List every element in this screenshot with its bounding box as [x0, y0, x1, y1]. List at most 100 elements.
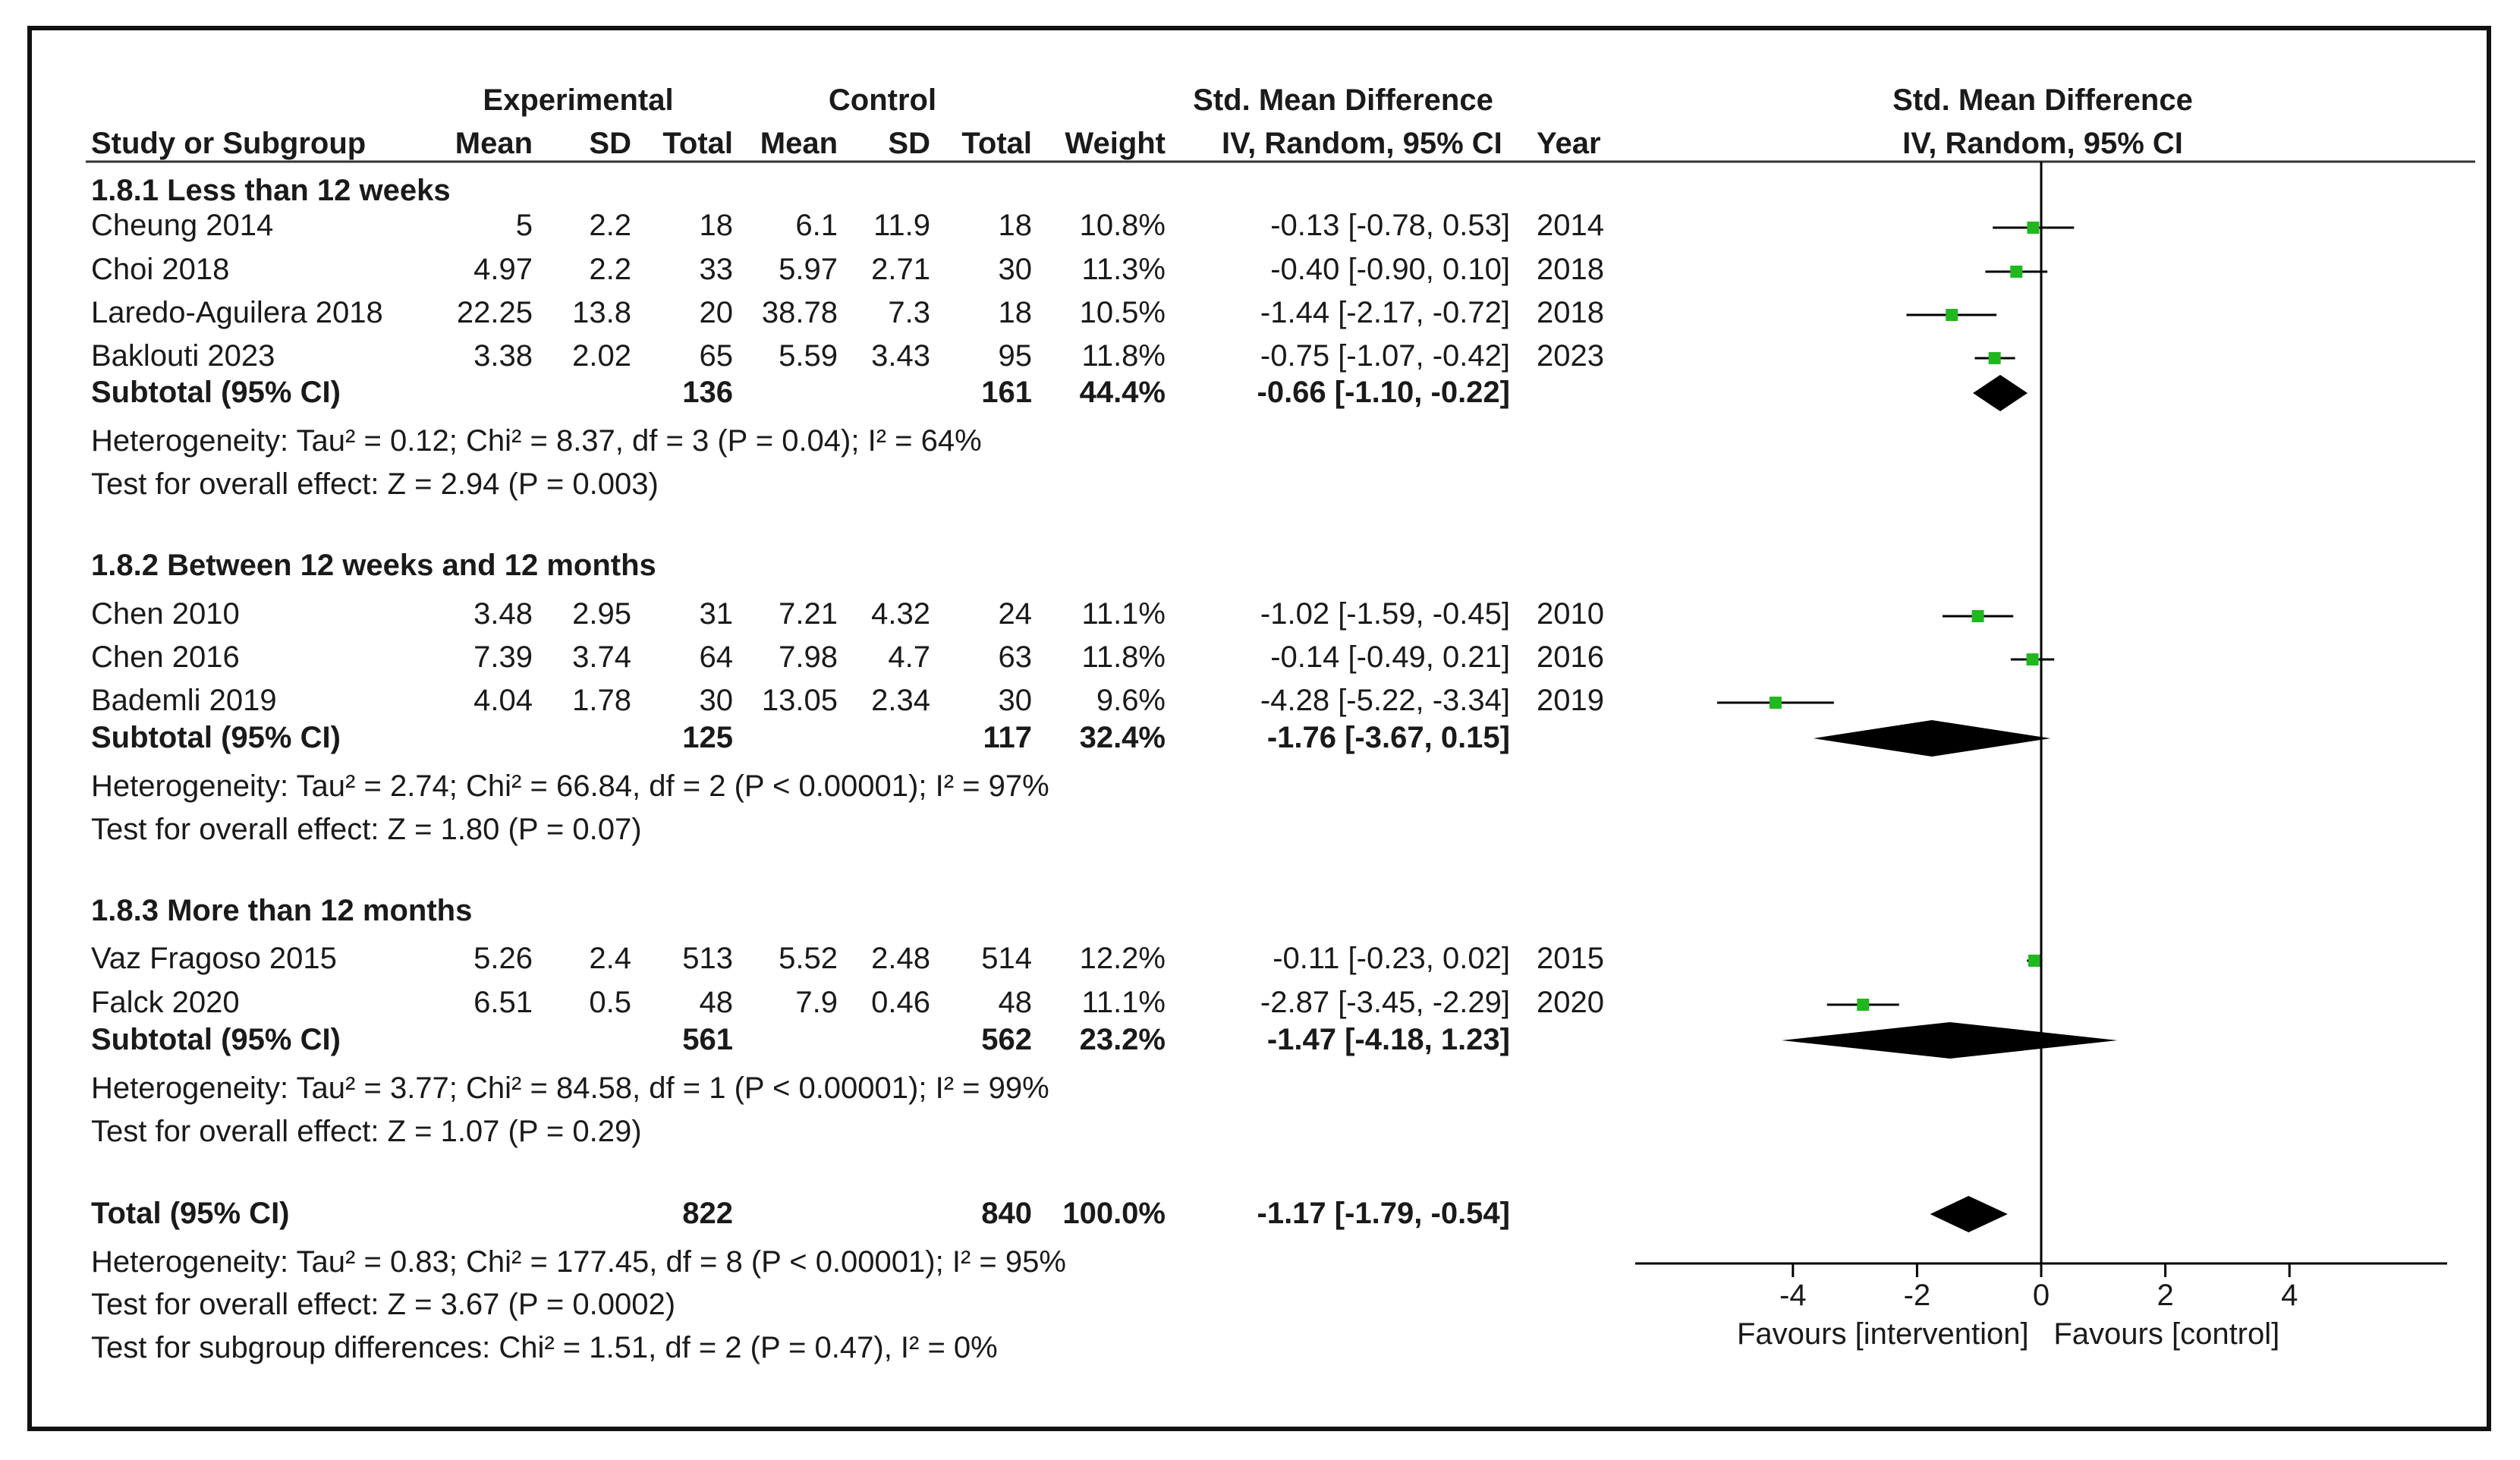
study-c-mean: 7.98	[779, 640, 838, 674]
study-c-sd: 7.3	[888, 296, 930, 329]
heterogeneity-text: Heterogeneity: Tau² = 2.74; Chi² = 66.84…	[91, 769, 1049, 803]
subtotal-ci: -0.66 [-1.10, -0.22]	[1257, 376, 1511, 409]
study-e-mean: 4.04	[473, 684, 533, 717]
study-e-mean: 3.38	[473, 339, 533, 373]
study-c-sd: 2.71	[871, 253, 930, 286]
header-experimental: Experimental	[483, 83, 673, 117]
total-label: Total (95% CI)	[91, 1197, 290, 1230]
study-year: 2018	[1537, 253, 1604, 286]
header-method-table: IV, Random, 95% CI	[1222, 127, 1502, 160]
subgroup-title: 1.8.2 Between 12 weeks and 12 months	[91, 549, 656, 582]
study-e-sd: 0.5	[589, 986, 631, 1019]
study-weight: 12.2%	[1080, 942, 1166, 975]
study-c-total: 48	[999, 986, 1033, 1019]
study-e-total: 31	[700, 597, 734, 631]
study-e-mean: 7.39	[473, 640, 533, 674]
study-weight: 11.3%	[1082, 253, 1166, 286]
study-weight: 11.1%	[1082, 986, 1166, 1019]
study-name: Vaz Fragoso 2015	[91, 942, 337, 975]
subtotal-weight: 23.2%	[1080, 1023, 1166, 1056]
study-year: 2014	[1537, 209, 1604, 242]
study-e-mean: 4.97	[473, 253, 533, 286]
header-method-plot: IV, Random, 95% CI	[1902, 127, 2183, 160]
study-c-total: 514	[981, 942, 1032, 975]
study-e-total: 48	[700, 986, 734, 1019]
study-e-mean: 22.25	[457, 296, 533, 329]
subtotal-weight: 44.4%	[1080, 376, 1166, 409]
total-overall-effect-text: Test for overall effect: Z = 3.67 (P = 0…	[91, 1288, 675, 1321]
study-e-sd: 2.2	[589, 209, 631, 242]
overall-effect-text: Test for overall effect: Z = 2.94 (P = 0…	[91, 467, 659, 501]
study-c-total: 63	[999, 640, 1033, 674]
x-tick-label: -2	[1904, 1279, 1931, 1312]
subtotal-weight: 32.4%	[1080, 721, 1166, 754]
subgroup-title: 1.8.3 More than 12 months	[91, 894, 472, 927]
header-control: Control	[829, 83, 936, 117]
study-e-mean: 5	[516, 209, 533, 242]
study-e-total: 20	[700, 296, 734, 329]
study-e-mean: 6.51	[473, 986, 533, 1019]
study-e-sd: 2.4	[589, 942, 631, 975]
subtotal-diamond	[1973, 375, 2028, 411]
study-name: Chen 2010	[91, 597, 240, 631]
header-e-mean: Mean	[455, 127, 533, 160]
study-c-sd: 3.43	[871, 339, 930, 373]
header-smd-plot: Std. Mean Difference	[1892, 83, 2193, 117]
total-e-total: 822	[682, 1197, 733, 1230]
subtotal-ci: -1.47 [-4.18, 1.23]	[1267, 1023, 1510, 1056]
study-c-sd: 11.9	[873, 209, 930, 242]
study-year: 2018	[1537, 296, 1604, 329]
study-e-sd: 1.78	[572, 684, 631, 717]
study-name: Laredo-Aguilera 2018	[91, 296, 383, 329]
x-axis: -4 -2 0 2 4 Favours [intervention] Favours [co…	[1635, 162, 2447, 1351]
study-c-total: 30	[999, 684, 1033, 717]
study-c-mean: 5.59	[779, 339, 838, 373]
study-c-total: 18	[999, 209, 1033, 242]
total-ci: -1.17 [-1.79, -0.54]	[1257, 1197, 1511, 1230]
study-name: Falck 2020	[91, 986, 240, 1019]
x-tick-label: 4	[2281, 1279, 2298, 1312]
total-c-total: 840	[981, 1197, 1032, 1230]
study-weight: 11.8%	[1082, 640, 1166, 674]
study-c-sd: 2.48	[871, 942, 930, 975]
subgroup-differences-text: Test for subgroup differences: Chi² = 1.…	[91, 1331, 998, 1364]
study-c-mean: 13.05	[762, 684, 838, 717]
study-ci: -4.28 [-5.22, -3.34]	[1260, 684, 1510, 717]
study-e-sd: 2.02	[572, 339, 631, 373]
study-weight: 11.8%	[1082, 339, 1166, 373]
study-weight: 9.6%	[1096, 684, 1166, 717]
subtotal-label: Subtotal (95% CI)	[91, 376, 341, 409]
header-study: Study or Subgroup	[91, 127, 366, 160]
study-name: Baklouti 2023	[91, 339, 275, 373]
overall-effect-text: Test for overall effect: Z = 1.07 (P = 0…	[91, 1115, 642, 1148]
subtotal-ci: -1.76 [-3.67, 0.15]	[1267, 721, 1510, 754]
study-ci: -0.40 [-0.90, 0.10]	[1270, 253, 1510, 286]
study-c-sd: 2.34	[871, 684, 930, 717]
study-point-marker	[2026, 653, 2039, 665]
study-point-marker	[1946, 309, 1958, 321]
study-c-sd: 0.46	[871, 986, 930, 1019]
study-c-mean: 7.9	[795, 986, 838, 1019]
study-ci: -1.44 [-2.17, -0.72]	[1260, 296, 1510, 329]
subtotal-diamond	[1782, 1022, 2118, 1059]
header-year: Year	[1537, 127, 1601, 160]
study-c-mean: 6.1	[795, 209, 838, 242]
study-c-mean: 7.21	[779, 597, 838, 631]
header-c-mean: Mean	[760, 127, 838, 160]
study-ci: -2.87 [-3.45, -2.29]	[1260, 986, 1510, 1019]
subtotal-c-total: 562	[981, 1023, 1032, 1056]
study-c-mean: 38.78	[762, 296, 838, 329]
study-e-mean: 3.48	[473, 597, 533, 631]
study-e-sd: 3.74	[572, 640, 631, 674]
study-year: 2010	[1537, 597, 1604, 631]
study-point-marker	[2027, 222, 2040, 234]
subtotal-label: Subtotal (95% CI)	[91, 721, 341, 754]
study-year: 2016	[1537, 640, 1604, 674]
overall-effect-text: Test for overall effect: Z = 1.80 (P = 0…	[91, 813, 642, 846]
subtotal-label: Subtotal (95% CI)	[91, 1023, 341, 1056]
study-year: 2015	[1537, 942, 1604, 975]
study-e-sd: 13.8	[572, 296, 631, 329]
figure-frame	[27, 26, 2491, 1431]
study-e-sd: 2.2	[589, 253, 631, 286]
subtotal-diamond	[1813, 720, 2051, 757]
